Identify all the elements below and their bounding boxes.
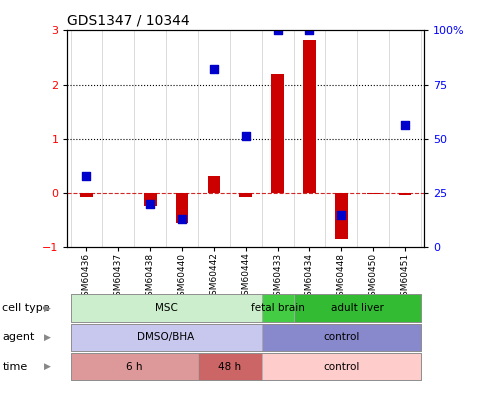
Bar — [303, 40, 316, 193]
Text: GDS1347 / 10344: GDS1347 / 10344 — [67, 14, 190, 28]
Text: agent: agent — [2, 333, 35, 342]
Text: 48 h: 48 h — [218, 362, 242, 371]
Point — [401, 122, 409, 128]
Text: 6 h: 6 h — [126, 362, 143, 371]
Point — [242, 133, 250, 139]
Point — [305, 27, 313, 34]
Text: ▶: ▶ — [44, 304, 51, 313]
Text: adult liver: adult liver — [331, 303, 384, 313]
Text: control: control — [323, 333, 359, 342]
Text: control: control — [323, 362, 359, 371]
Bar — [367, 193, 380, 194]
Bar — [271, 74, 284, 193]
Text: MSC: MSC — [155, 303, 178, 313]
Text: cell type: cell type — [2, 303, 50, 313]
Point — [273, 27, 281, 34]
Bar — [240, 193, 252, 197]
Point — [210, 66, 218, 72]
Bar — [144, 193, 157, 207]
Bar — [399, 193, 411, 195]
Text: time: time — [2, 362, 28, 371]
Point — [82, 172, 90, 179]
Text: DMSO/BHA: DMSO/BHA — [138, 333, 195, 342]
Bar — [80, 193, 93, 197]
Bar — [176, 193, 189, 223]
Text: ▶: ▶ — [44, 362, 51, 371]
Text: ▶: ▶ — [44, 333, 51, 342]
Bar — [335, 193, 348, 239]
Point — [337, 211, 345, 218]
Point — [178, 215, 186, 222]
Text: fetal brain: fetal brain — [250, 303, 304, 313]
Point — [146, 200, 154, 207]
Bar — [208, 175, 220, 193]
